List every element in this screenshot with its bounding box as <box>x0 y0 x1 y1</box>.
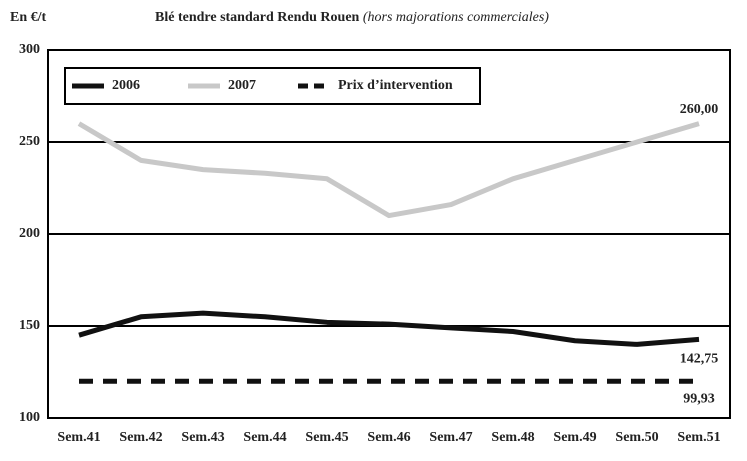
legend-label: Prix d’intervention <box>338 78 453 93</box>
legend-label: 2006 <box>112 78 140 93</box>
subtitle: (hors majorations commerciales) <box>363 10 549 25</box>
annotation: 99,93 <box>683 391 715 406</box>
x-tick-label: Sem.50 <box>615 430 658 445</box>
x-tick-label: Sem.48 <box>491 430 534 445</box>
x-tick-label: Sem.51 <box>677 430 720 445</box>
plot-frame <box>47 49 731 419</box>
y-axis-label: En €/t <box>10 10 47 25</box>
x-tick-label: Sem.49 <box>553 430 596 445</box>
legend-label: 2007 <box>228 78 256 93</box>
x-tick-label: Sem.44 <box>243 430 286 445</box>
title: Blé tendre standard Rendu Rouen <box>155 10 360 25</box>
x-tick-label: Sem.47 <box>429 430 472 445</box>
x-tick-label: Sem.45 <box>305 430 348 445</box>
value-label: 142,75 <box>680 352 719 367</box>
y-tick-label: 200 <box>19 226 40 241</box>
y-tick-label: 100 <box>19 410 40 425</box>
y-tick-label: 250 <box>19 134 40 149</box>
y-tick-label: 150 <box>19 318 40 333</box>
line-0 <box>78 310 700 347</box>
value-label: 260,00 <box>680 102 719 117</box>
x-tick-label: Sem.43 <box>181 430 224 445</box>
x-tick-label: Sem.42 <box>119 430 162 445</box>
line-1 <box>77 121 700 219</box>
x-tick-label: Sem.46 <box>367 430 410 445</box>
y-tick-label: 300 <box>19 42 40 57</box>
legend-box <box>64 67 481 105</box>
chart-title: Blé tendre standard Rendu Rouen (hors ma… <box>155 10 549 25</box>
x-tick-label: Sem.41 <box>57 430 100 445</box>
